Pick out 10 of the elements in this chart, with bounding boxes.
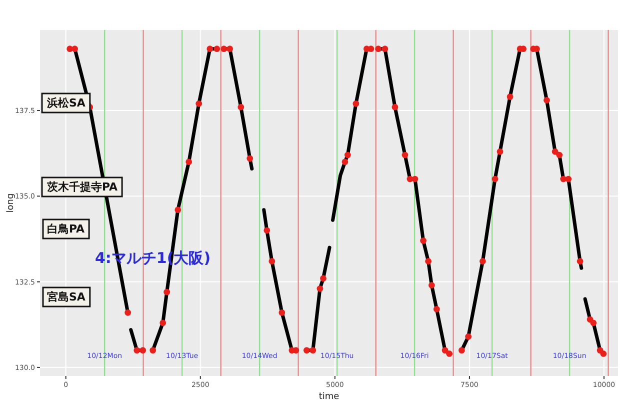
annotation: 浜松SA (46, 96, 86, 110)
annotation: 白鳥PA (42, 218, 90, 240)
annotation: 白鳥PA (47, 222, 86, 236)
annotation: 茨木千提寺PA (41, 176, 123, 198)
annotation: 浜松SA (41, 92, 91, 114)
annotation: 宮島SA (47, 290, 86, 304)
x-axis-title: time (318, 392, 340, 402)
annotation: 茨木千提寺PA (46, 180, 118, 194)
y-axis-title: long (6, 193, 16, 213)
annotation: 宮島SA (42, 286, 91, 308)
